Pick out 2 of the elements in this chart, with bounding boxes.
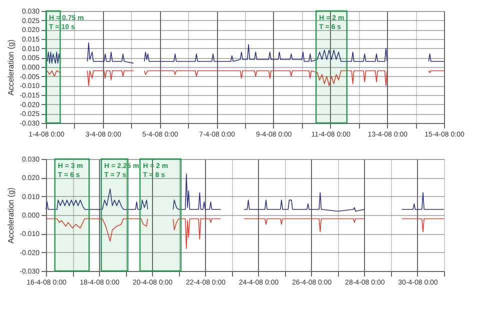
- y-axis-title: Acceleration (g): [6, 39, 16, 96]
- y-axis-title: Acceleration (g): [6, 187, 16, 244]
